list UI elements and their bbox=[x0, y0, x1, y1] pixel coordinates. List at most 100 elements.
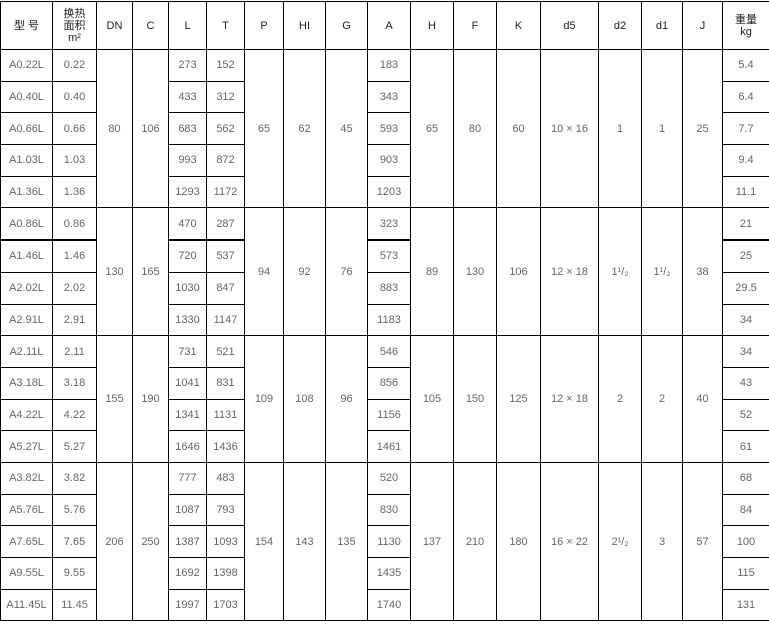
cell-t: 312 bbox=[207, 81, 245, 113]
cell-a: 573 bbox=[368, 240, 411, 272]
cell-weight: 29.5 bbox=[723, 272, 769, 304]
cell-l: 720 bbox=[169, 240, 207, 272]
cell-weight: 52 bbox=[723, 399, 769, 431]
cell-model: A2.91L bbox=[1, 304, 53, 336]
header-h: H bbox=[411, 2, 454, 50]
cell-g: 45 bbox=[326, 50, 368, 208]
header-area: 换热 面积 m² bbox=[53, 2, 97, 50]
cell-t: 1436 bbox=[207, 431, 245, 463]
cell-area: 2.02 bbox=[53, 272, 97, 304]
cell-c: 250 bbox=[133, 462, 169, 620]
cell-l: 1387 bbox=[169, 526, 207, 558]
cell-g: 135 bbox=[326, 462, 368, 620]
cell-weight: 100 bbox=[723, 526, 769, 558]
header-row: 型 号 换热 面积 m² DN C L T P HI G A H F K d5 … bbox=[1, 2, 769, 50]
cell-hi: 62 bbox=[284, 50, 326, 208]
cell-area: 4.22 bbox=[53, 399, 97, 431]
cell-weight: 11.1 bbox=[723, 176, 769, 208]
header-k: K bbox=[497, 2, 541, 50]
cell-area: 1.36 bbox=[53, 176, 97, 208]
cell-area: 0.66 bbox=[53, 113, 97, 145]
cell-l: 470 bbox=[169, 208, 207, 240]
cell-g: 76 bbox=[326, 208, 368, 336]
cell-model: A2.02L bbox=[1, 272, 53, 304]
cell-a: 343 bbox=[368, 81, 411, 113]
cell-d1: 1¹/₂ bbox=[642, 208, 683, 336]
cell-t: 1147 bbox=[207, 304, 245, 336]
cell-weight: 7.7 bbox=[723, 113, 769, 145]
cell-d5: 12 × 18 bbox=[541, 336, 599, 463]
header-c: C bbox=[133, 2, 169, 50]
header-a: A bbox=[368, 2, 411, 50]
cell-a: 903 bbox=[368, 145, 411, 177]
cell-model: A3.18L bbox=[1, 367, 53, 399]
cell-d2: 1¹/₂ bbox=[599, 208, 642, 336]
cell-d2: 2¹/₂ bbox=[599, 462, 642, 620]
cell-t: 562 bbox=[207, 113, 245, 145]
cell-l: 777 bbox=[169, 462, 207, 494]
cell-t: 847 bbox=[207, 272, 245, 304]
cell-d1: 3 bbox=[642, 462, 683, 620]
header-model: 型 号 bbox=[1, 2, 53, 50]
cell-l: 731 bbox=[169, 336, 207, 368]
cell-l: 1646 bbox=[169, 431, 207, 463]
cell-weight: 34 bbox=[723, 336, 769, 368]
cell-a: 883 bbox=[368, 272, 411, 304]
cell-weight: 34 bbox=[723, 304, 769, 336]
cell-a: 1435 bbox=[368, 558, 411, 590]
cell-dn: 155 bbox=[97, 336, 133, 463]
cell-p: 94 bbox=[245, 208, 284, 336]
cell-a: 183 bbox=[368, 50, 411, 82]
cell-hi: 92 bbox=[284, 208, 326, 336]
header-dn: DN bbox=[97, 2, 133, 50]
cell-model: A11.45L bbox=[1, 589, 53, 621]
cell-a: 1461 bbox=[368, 431, 411, 463]
header-j: J bbox=[683, 2, 723, 50]
cell-l: 1330 bbox=[169, 304, 207, 336]
cell-t: 1093 bbox=[207, 526, 245, 558]
cell-hi: 143 bbox=[284, 462, 326, 620]
cell-a: 830 bbox=[368, 494, 411, 526]
cell-area: 11.45 bbox=[53, 589, 97, 621]
cell-model: A7.65L bbox=[1, 526, 53, 558]
cell-f: 210 bbox=[454, 462, 497, 620]
cell-p: 65 bbox=[245, 50, 284, 208]
cell-area: 1.03 bbox=[53, 145, 97, 177]
cell-a: 1740 bbox=[368, 589, 411, 621]
cell-model: A0.40L bbox=[1, 81, 53, 113]
cell-l: 273 bbox=[169, 50, 207, 82]
cell-l: 993 bbox=[169, 145, 207, 177]
header-l: L bbox=[169, 2, 207, 50]
cell-a: 546 bbox=[368, 336, 411, 368]
cell-j: 57 bbox=[683, 462, 723, 620]
cell-area: 0.22 bbox=[53, 50, 97, 82]
cell-h: 105 bbox=[411, 336, 454, 463]
cell-j: 25 bbox=[683, 50, 723, 208]
cell-a: 1156 bbox=[368, 399, 411, 431]
cell-weight: 131 bbox=[723, 589, 769, 621]
cell-area: 7.65 bbox=[53, 526, 97, 558]
cell-model: A3.82L bbox=[1, 462, 53, 494]
cell-a: 1203 bbox=[368, 176, 411, 208]
cell-l: 1997 bbox=[169, 589, 207, 621]
cell-weight: 84 bbox=[723, 494, 769, 526]
cell-weight: 61 bbox=[723, 431, 769, 463]
cell-weight: 9.4 bbox=[723, 145, 769, 177]
header-area-line2: 面积 bbox=[53, 20, 96, 32]
header-t: T bbox=[207, 2, 245, 50]
cell-model: A5.76L bbox=[1, 494, 53, 526]
header-weight: 重量 kg bbox=[723, 2, 769, 50]
cell-area: 5.76 bbox=[53, 494, 97, 526]
cell-k: 180 bbox=[497, 462, 541, 620]
header-weight-unit: kg bbox=[723, 26, 769, 38]
cell-weight: 21 bbox=[723, 208, 769, 240]
header-d5: d5 bbox=[541, 2, 599, 50]
cell-t: 1398 bbox=[207, 558, 245, 590]
cell-model: A9.55L bbox=[1, 558, 53, 590]
cell-l: 1087 bbox=[169, 494, 207, 526]
cell-t: 1172 bbox=[207, 176, 245, 208]
